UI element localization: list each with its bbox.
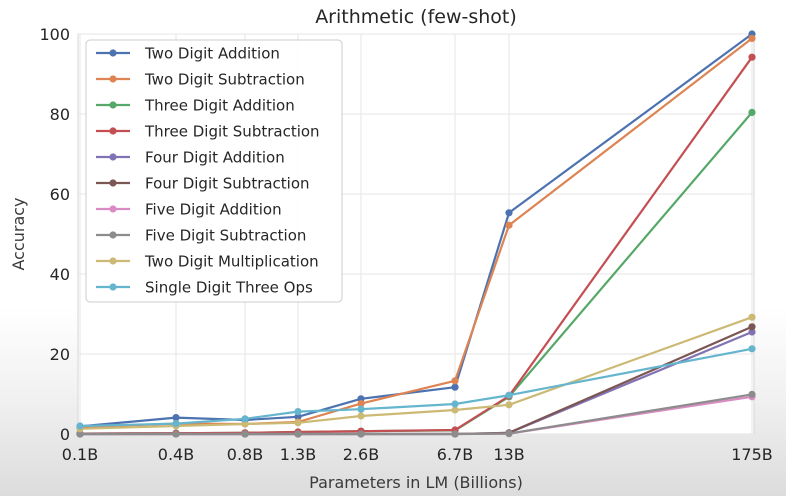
data-point [357,405,365,413]
data-point [505,391,513,399]
legend-item: Two Digit Addition [96,45,280,63]
legend-label: Two Digit Multiplication [144,253,319,271]
y-axis-label: Accuracy [9,197,28,270]
legend-item: Two Digit Subtraction [96,71,305,89]
x-tick-label: 0.4B [158,445,194,464]
data-point [241,420,249,428]
data-point [451,383,459,391]
data-point [76,430,84,438]
legend-marker [109,257,117,265]
y-tick-label: 40 [50,265,70,284]
data-point [357,400,365,408]
legend-marker [109,153,117,161]
data-point [76,422,84,430]
legend-item: Three Digit Addition [96,97,295,115]
series-two-digit-multiplication [76,313,756,433]
data-point [451,430,459,438]
legend-marker [109,179,117,187]
legend-marker [109,127,117,135]
legend-label: Five Digit Addition [145,201,282,219]
data-point [294,430,302,438]
data-point [505,209,513,217]
data-point [748,53,756,61]
data-point [748,345,756,353]
data-point [294,408,302,416]
data-point [357,430,365,438]
data-point [172,430,180,438]
legend-item: Five Digit Subtraction [96,227,306,245]
x-tick-labels: 0.1B 0.4B 0.8B 1.3B 2.6B 6.7B 13B 175B [62,445,773,464]
data-point [748,313,756,321]
data-point [748,34,756,43]
legend-item: Three Digit Subtraction [96,123,320,141]
data-point [294,419,302,427]
y-tick-label: 60 [50,185,70,204]
series-line [79,33,753,428]
legend-item: Five Digit Addition [96,201,282,219]
data-point [748,323,756,331]
y-tick-label: 0 [60,425,70,444]
data-point [505,430,513,438]
data-point [505,401,513,409]
data-point [748,390,756,398]
legend-marker [109,283,117,291]
legend-item: Single Digit Three Ops [96,279,313,297]
chart-title: Arithmetic (few-shot) [315,6,517,28]
x-tick-label: 0.1B [62,445,98,464]
data-point [748,108,756,116]
legend-label: Single Digit Three Ops [145,279,313,297]
data-point [748,328,756,336]
x-tick-label: 175B [731,445,773,464]
series-single-digit-three-ops [76,345,756,430]
legend-box [85,39,343,303]
legend-marker [109,205,117,213]
x-tick-label: 2.6B [343,445,379,464]
legend-label: Two Digit Subtraction [144,71,305,89]
y-tick-label: 80 [50,105,70,124]
legend-item: Four Digit Subtraction [96,175,310,193]
y-tick-label: 100 [39,25,70,44]
data-point [172,414,180,422]
legend-label: Five Digit Subtraction [145,227,306,245]
legend-label: Two Digit Addition [144,45,280,63]
data-point [294,413,302,421]
legend-label: Three Digit Addition [144,97,295,115]
legend-marker [109,101,117,109]
data-point [357,412,365,420]
legend-item: Two Digit Multiplication [96,253,319,271]
legend-marker [109,75,117,83]
series-line [79,316,753,430]
data-point [451,400,459,408]
x-tick-label: 0.8B [227,445,263,464]
y-tick-label: 20 [50,345,70,364]
legend-item: Four Digit Addition [96,149,285,167]
x-tick-label: 1.3B [280,445,316,464]
data-point [451,377,459,385]
x-axis-label: Parameters in LM (Billions) [309,473,523,492]
data-point [241,415,249,423]
series-line [79,347,753,428]
data-point [172,420,180,428]
data-point [241,430,249,438]
legend-marker [109,49,117,57]
series-five-digit-subtraction [76,390,756,438]
legend-label: Four Digit Addition [145,149,285,167]
series-group [76,30,756,438]
data-point [451,406,459,414]
legend-label: Three Digit Subtraction [144,123,320,141]
data-point [505,221,513,229]
x-tick-label: 6.7B [437,445,473,464]
y-tick-labels: 0 20 40 60 80 100 [39,25,70,444]
series-line [80,393,753,436]
legend-marker [109,231,117,239]
x-tick-label: 13B [493,445,524,464]
legend-label: Four Digit Subtraction [145,175,310,193]
legend: Two Digit Addition Two Digit Subtraction T… [85,39,343,303]
